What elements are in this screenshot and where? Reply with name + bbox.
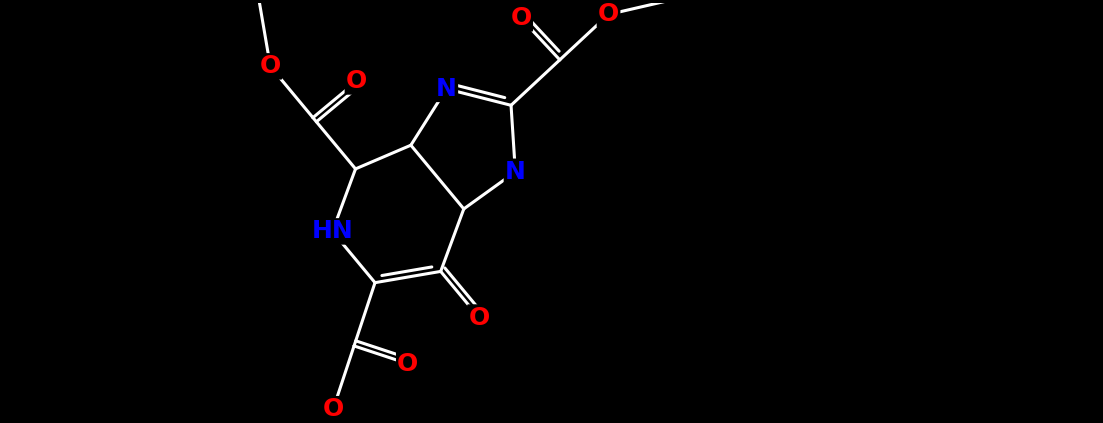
Text: O: O (397, 352, 418, 376)
Text: O: O (511, 6, 532, 30)
Text: O: O (322, 397, 344, 421)
Text: O: O (346, 69, 367, 93)
Text: N: N (436, 77, 457, 101)
Text: O: O (598, 3, 619, 26)
Text: O: O (259, 55, 281, 78)
Text: N: N (505, 160, 526, 184)
Text: O: O (469, 305, 490, 330)
Text: HN: HN (311, 220, 353, 243)
